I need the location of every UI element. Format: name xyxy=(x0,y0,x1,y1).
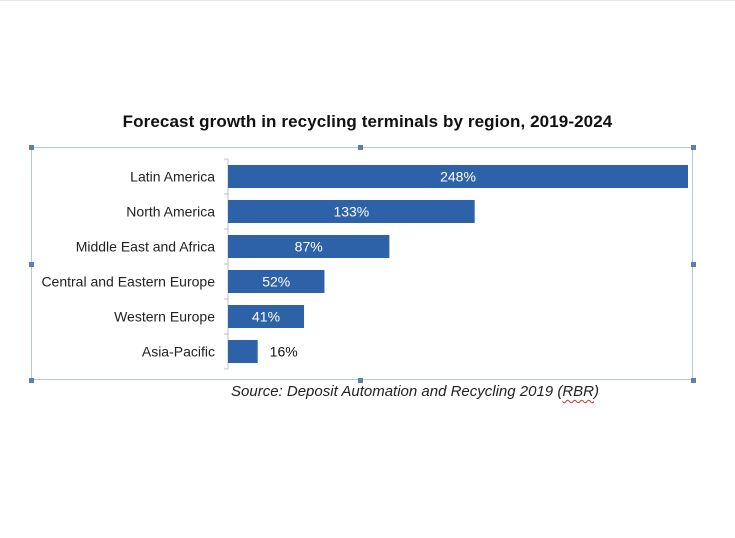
source-note: Source: Deposit Automation and Recycling… xyxy=(0,383,735,400)
resize-handle-bottom-right[interactable] xyxy=(691,378,696,383)
data-label: 87% xyxy=(295,239,323,255)
source-text: Source: Deposit Automation and Recycling… xyxy=(231,383,563,400)
data-label: 248% xyxy=(440,169,476,185)
category-label: Central and Eastern Europe xyxy=(41,274,215,290)
resize-handle-middle-left[interactable] xyxy=(29,262,34,267)
data-label: 133% xyxy=(333,204,369,220)
bar xyxy=(228,165,688,188)
bar xyxy=(228,270,325,293)
data-label: 16% xyxy=(270,344,298,360)
data-label: 41% xyxy=(252,309,280,325)
resize-handle-top-left[interactable] xyxy=(29,145,34,150)
resize-handle-bottom-center[interactable] xyxy=(358,378,363,383)
chart-title: Forecast growth in recycling terminals b… xyxy=(122,112,613,131)
category-label: Western Europe xyxy=(114,309,215,325)
bar xyxy=(228,305,305,328)
bar xyxy=(228,340,258,363)
category-label: Asia-Pacific xyxy=(142,344,215,360)
resize-handle-top-right[interactable] xyxy=(691,145,696,150)
bar xyxy=(228,235,390,258)
category-label: Middle East and Africa xyxy=(76,239,216,255)
source-suffix: ) xyxy=(593,383,599,400)
resize-handle-top-center[interactable] xyxy=(358,145,363,150)
source-rbr: RBR xyxy=(562,383,594,400)
resize-handle-bottom-left[interactable] xyxy=(29,378,34,383)
resize-handle-middle-right[interactable] xyxy=(691,262,696,267)
data-label: 52% xyxy=(262,274,290,290)
top-divider xyxy=(0,0,735,1)
bar xyxy=(228,200,475,223)
category-label: Latin America xyxy=(130,169,215,185)
category-label: North America xyxy=(126,204,215,220)
